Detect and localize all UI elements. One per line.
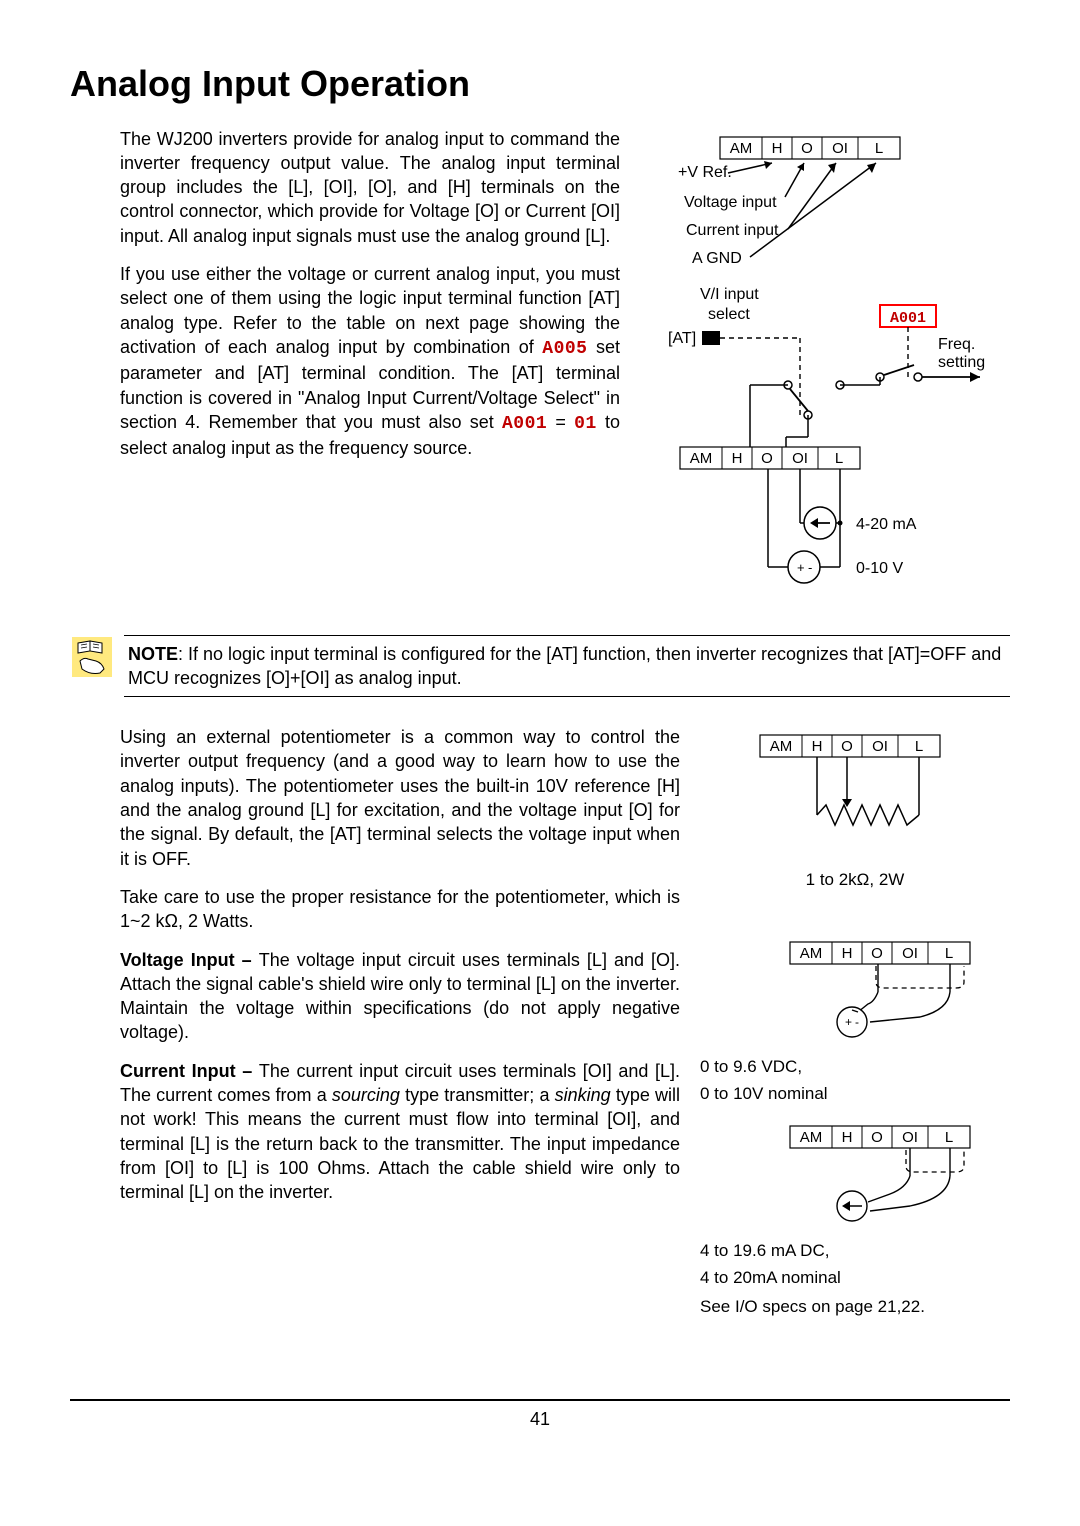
svg-text:OI: OI	[832, 140, 848, 157]
svg-text:O: O	[801, 140, 813, 157]
section-2: Using an external potentiometer is a com…	[70, 725, 1010, 1319]
svg-text:OI: OI	[902, 945, 918, 962]
svg-text:OI: OI	[902, 1129, 918, 1146]
section-2-text: Using an external potentiometer is a com…	[70, 725, 680, 1319]
para-5-i1: sourcing	[332, 1085, 400, 1105]
para-5: Current Input – The current input circui…	[120, 1059, 680, 1205]
svg-text:H: H	[732, 450, 743, 467]
section-1-text: The WJ200 inverters provide for analog i…	[70, 127, 620, 607]
svg-text:L: L	[835, 450, 843, 467]
svg-text:4-20 mA: 4-20 mA	[856, 516, 917, 533]
svg-text:setting: setting	[938, 354, 985, 371]
svg-text:+: +	[845, 1015, 852, 1029]
svg-text:0-10 V: 0-10 V	[856, 560, 903, 577]
svg-text:O: O	[871, 1129, 883, 1146]
fig3-caption2: 0 to 10V nominal	[700, 1083, 1010, 1106]
figures-right: AM H O OI L 1 to 2kΩ, 2W	[700, 725, 1010, 1319]
svg-text:+: +	[797, 560, 805, 575]
svg-text:H: H	[812, 738, 823, 755]
svg-text:O: O	[841, 738, 853, 755]
note-label: NOTE	[128, 644, 178, 664]
figure-4: AM H O OI L	[700, 1116, 990, 1236]
fig1-agnd: A GND	[692, 250, 742, 267]
para-4: Voltage Input – The voltage input circui…	[120, 948, 680, 1045]
param-a001: A001	[502, 414, 547, 434]
figure-1: AM H O OI L +V Ref. Voltage input Curren…	[640, 127, 1010, 607]
para-1: The WJ200 inverters provide for analog i…	[120, 127, 620, 248]
para-2: If you use either the voltage or current…	[120, 262, 620, 460]
page-footer: 41	[70, 1399, 1010, 1431]
svg-text:AM: AM	[770, 738, 793, 755]
fig1-vref: +V Ref.	[678, 164, 732, 181]
svg-text:A001: A001	[890, 310, 926, 327]
fig3-caption1: 0 to 9.6 VDC,	[700, 1056, 1010, 1079]
para-5-title: Current Input –	[120, 1061, 259, 1081]
param-01: 01	[574, 414, 597, 434]
fig4-caption3: See I/O specs on page 21,22.	[700, 1296, 1010, 1319]
svg-text:H: H	[842, 1129, 853, 1146]
svg-text:OI: OI	[792, 450, 808, 467]
note-icon	[70, 635, 114, 679]
note-block: NOTE: If no logic input terminal is conf…	[70, 635, 1010, 698]
para-3b: Take care to use the proper resistance f…	[120, 885, 680, 934]
svg-text:AM: AM	[800, 1129, 823, 1146]
note-body: NOTE: If no logic input terminal is conf…	[124, 635, 1010, 698]
svg-text:L: L	[915, 738, 923, 755]
svg-text:select: select	[708, 306, 750, 323]
para-2c: =	[547, 412, 574, 432]
page-title: Analog Input Operation	[70, 60, 1010, 109]
fig1-vin: Voltage input	[684, 194, 777, 211]
para-5-i2: sinking	[555, 1085, 611, 1105]
para-3: Using an external potentiometer is a com…	[120, 725, 680, 871]
svg-text:Freq.: Freq.	[938, 336, 975, 353]
section-1: The WJ200 inverters provide for analog i…	[70, 127, 1010, 607]
param-a005: A005	[542, 339, 587, 359]
fig4-caption2: 4 to 20mA nominal	[700, 1267, 1010, 1290]
svg-text:O: O	[871, 945, 883, 962]
svg-text:V/I input: V/I input	[700, 286, 759, 303]
svg-text:L: L	[945, 945, 953, 962]
para-5b: type transmitter; a	[400, 1085, 555, 1105]
svg-text:AM: AM	[800, 945, 823, 962]
note-text: : If no logic input terminal is configur…	[128, 644, 1001, 688]
fig4-caption1: 4 to 19.6 mA DC,	[700, 1240, 1010, 1263]
figure-3: AM H O OI L + -	[700, 932, 990, 1052]
figure-2: AM H O OI L	[700, 725, 970, 865]
svg-text:H: H	[772, 140, 783, 157]
svg-text:O: O	[761, 450, 773, 467]
svg-text:-: -	[808, 560, 812, 575]
svg-text:OI: OI	[872, 738, 888, 755]
fig1-cin: Current input	[686, 222, 779, 239]
svg-text:AM: AM	[690, 450, 713, 467]
fig2-caption: 1 to 2kΩ, 2W	[700, 869, 1010, 892]
svg-text:-: -	[855, 1015, 859, 1029]
page-number: 41	[530, 1409, 550, 1429]
svg-text:L: L	[875, 140, 883, 157]
svg-text:[AT]: [AT]	[668, 330, 696, 347]
svg-text:H: H	[842, 945, 853, 962]
svg-text:AM: AM	[730, 140, 753, 157]
para-4-title: Voltage Input –	[120, 950, 259, 970]
svg-text:L: L	[945, 1129, 953, 1146]
